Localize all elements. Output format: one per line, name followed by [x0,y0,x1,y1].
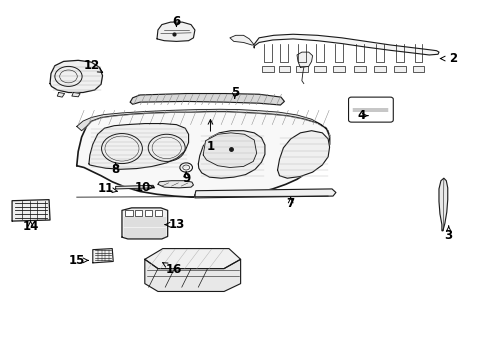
Bar [333,66,345,72]
Text: 7: 7 [286,197,294,210]
Text: 10: 10 [134,181,153,194]
Text: 16: 16 [163,263,182,276]
Text: 5: 5 [230,86,239,99]
Polygon shape [57,93,64,97]
Bar [354,66,366,72]
Bar [412,66,424,72]
Bar [135,210,142,216]
Polygon shape [116,185,154,189]
Bar [154,210,162,216]
Polygon shape [77,109,329,137]
Text: 9: 9 [182,172,190,185]
Polygon shape [50,60,102,93]
Polygon shape [203,133,256,167]
Bar [373,66,385,72]
Polygon shape [144,259,240,292]
Polygon shape [89,123,188,169]
Bar [295,66,307,72]
Bar [393,66,405,72]
Bar [262,66,273,72]
Text: 13: 13 [165,218,184,231]
Bar [278,66,289,72]
Polygon shape [12,200,50,221]
Polygon shape [195,189,335,198]
Polygon shape [296,52,312,67]
Text: 15: 15 [68,254,88,267]
Polygon shape [144,249,240,269]
Polygon shape [72,93,80,97]
Polygon shape [254,34,438,55]
Text: 3: 3 [444,226,452,242]
Polygon shape [157,22,195,41]
Polygon shape [229,35,254,45]
Text: 1: 1 [206,120,214,153]
Polygon shape [198,131,264,178]
Bar [144,210,152,216]
Polygon shape [277,131,329,178]
Polygon shape [438,178,447,231]
Text: 14: 14 [22,220,39,233]
Polygon shape [130,94,284,105]
Polygon shape [122,208,167,239]
Polygon shape [158,181,193,188]
Text: 12: 12 [83,59,102,72]
Text: 6: 6 [172,14,180,27]
Text: 4: 4 [356,109,367,122]
Bar [313,66,325,72]
Bar [125,210,132,216]
Text: 11: 11 [98,183,117,195]
Text: 8: 8 [111,163,120,176]
FancyBboxPatch shape [348,97,392,122]
Polygon shape [93,249,113,263]
Polygon shape [77,111,329,197]
Text: 2: 2 [440,52,457,65]
